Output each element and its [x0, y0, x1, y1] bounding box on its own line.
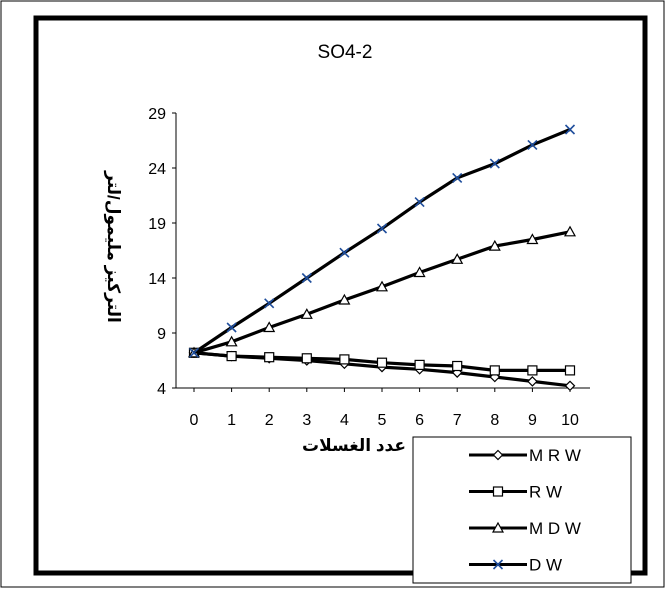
- legend-item-rw: R W: [469, 483, 562, 502]
- legend-marker: [492, 449, 504, 461]
- series-rw: [188, 347, 576, 376]
- x-marker-stroke: [264, 298, 275, 309]
- data-point-rw: [527, 365, 538, 376]
- axes: 4 9 14 19 24 29 0 1 2 3 4 5 6 7 8 9 10: [148, 106, 590, 429]
- data-point-mdw: [263, 321, 276, 333]
- y-tick-label: 9: [157, 326, 166, 343]
- x-tick-label: 2: [265, 412, 274, 429]
- y-tick-label: 19: [148, 216, 166, 233]
- data-point-mdw: [526, 233, 539, 245]
- legend-item-mdw: M D W: [469, 519, 581, 538]
- data-point-mdw: [225, 335, 238, 347]
- x-tick-label: 1: [227, 412, 236, 429]
- x-marker-stroke: [489, 158, 500, 169]
- series-mdw: [187, 225, 577, 358]
- data-point-mdw: [375, 280, 389, 292]
- data-point-rw: [489, 365, 500, 376]
- y-tick-label: 14: [148, 271, 166, 288]
- x-marker-stroke: [376, 223, 388, 234]
- x-tick-label: 7: [453, 412, 462, 429]
- data-point-rw: [376, 357, 388, 368]
- y-tick-label: 29: [148, 106, 166, 123]
- legend: M R W R W M D W D W: [412, 436, 632, 584]
- x-marker-stroke: [527, 139, 538, 150]
- x-tick-label: 6: [415, 412, 424, 429]
- data-point-mdw: [413, 266, 426, 278]
- x-marker-stroke: [226, 322, 237, 333]
- legend-box: [412, 436, 632, 584]
- legend-label: D W: [529, 556, 562, 575]
- data-point-dw: [452, 172, 463, 183]
- legend-item-mrw: M R W: [469, 446, 581, 465]
- legend-label: R W: [529, 483, 562, 502]
- legend-label: M D W: [529, 519, 581, 538]
- data-point-rw: [564, 365, 576, 376]
- data-point-rw: [301, 353, 312, 364]
- x-marker-stroke: [452, 172, 463, 183]
- data-point-dw: [527, 139, 538, 150]
- data-point-rw: [339, 354, 350, 365]
- x-axis-label: عدد الغسلات: [302, 436, 406, 455]
- data-point-dw: [188, 347, 200, 358]
- data-point-mdw: [563, 225, 577, 237]
- legend-marker: [492, 559, 504, 570]
- legend-marker: [491, 521, 505, 533]
- data-point-dw: [489, 158, 500, 169]
- data-point-dw: [301, 272, 312, 284]
- data-point-mdw: [300, 308, 313, 319]
- x-tick-label: 0: [190, 412, 199, 429]
- chart-title: SO4-2: [318, 42, 373, 63]
- x-tick-label: 5: [378, 412, 387, 429]
- x-marker-stroke: [492, 559, 504, 570]
- data-point-mdw: [338, 293, 351, 305]
- data-point-dw: [226, 322, 237, 333]
- x-tick-label: 3: [302, 412, 311, 429]
- legend-item-dw: D W: [469, 556, 562, 575]
- x-marker-stroke: [414, 197, 425, 208]
- legend-label: M R W: [529, 446, 581, 465]
- x-marker-stroke: [339, 247, 350, 258]
- y-tick-label: 4: [157, 381, 166, 398]
- data-point-dw: [339, 247, 350, 258]
- x-marker-stroke: [564, 124, 576, 135]
- data-point-dw: [264, 298, 275, 309]
- data-point-mdw: [488, 239, 501, 251]
- legend-marker: [492, 486, 504, 497]
- data-point-dw: [564, 124, 576, 135]
- y-axis-label: التركيز مليمول/لتر: [103, 170, 123, 323]
- data-point-rw: [226, 351, 237, 362]
- data-point-rw: [264, 352, 275, 363]
- data-point-dw: [414, 197, 425, 208]
- data-point-mrw: [564, 380, 576, 392]
- series-dw: [188, 124, 576, 358]
- data-point-mrw: [527, 376, 538, 387]
- x-tick-label: 9: [528, 412, 537, 429]
- data-point-rw: [452, 360, 463, 372]
- data-point-mdw: [451, 253, 464, 264]
- y-tick-label: 24: [148, 161, 166, 178]
- x-marker-stroke: [188, 347, 200, 358]
- x-marker-stroke: [301, 272, 312, 284]
- plot-area: [187, 124, 577, 392]
- data-point-rw: [414, 359, 425, 370]
- data-point-dw: [376, 223, 388, 234]
- x-tick-label: 4: [340, 412, 349, 429]
- x-tick-label: 10: [561, 412, 579, 429]
- x-tick-label: 8: [490, 412, 499, 429]
